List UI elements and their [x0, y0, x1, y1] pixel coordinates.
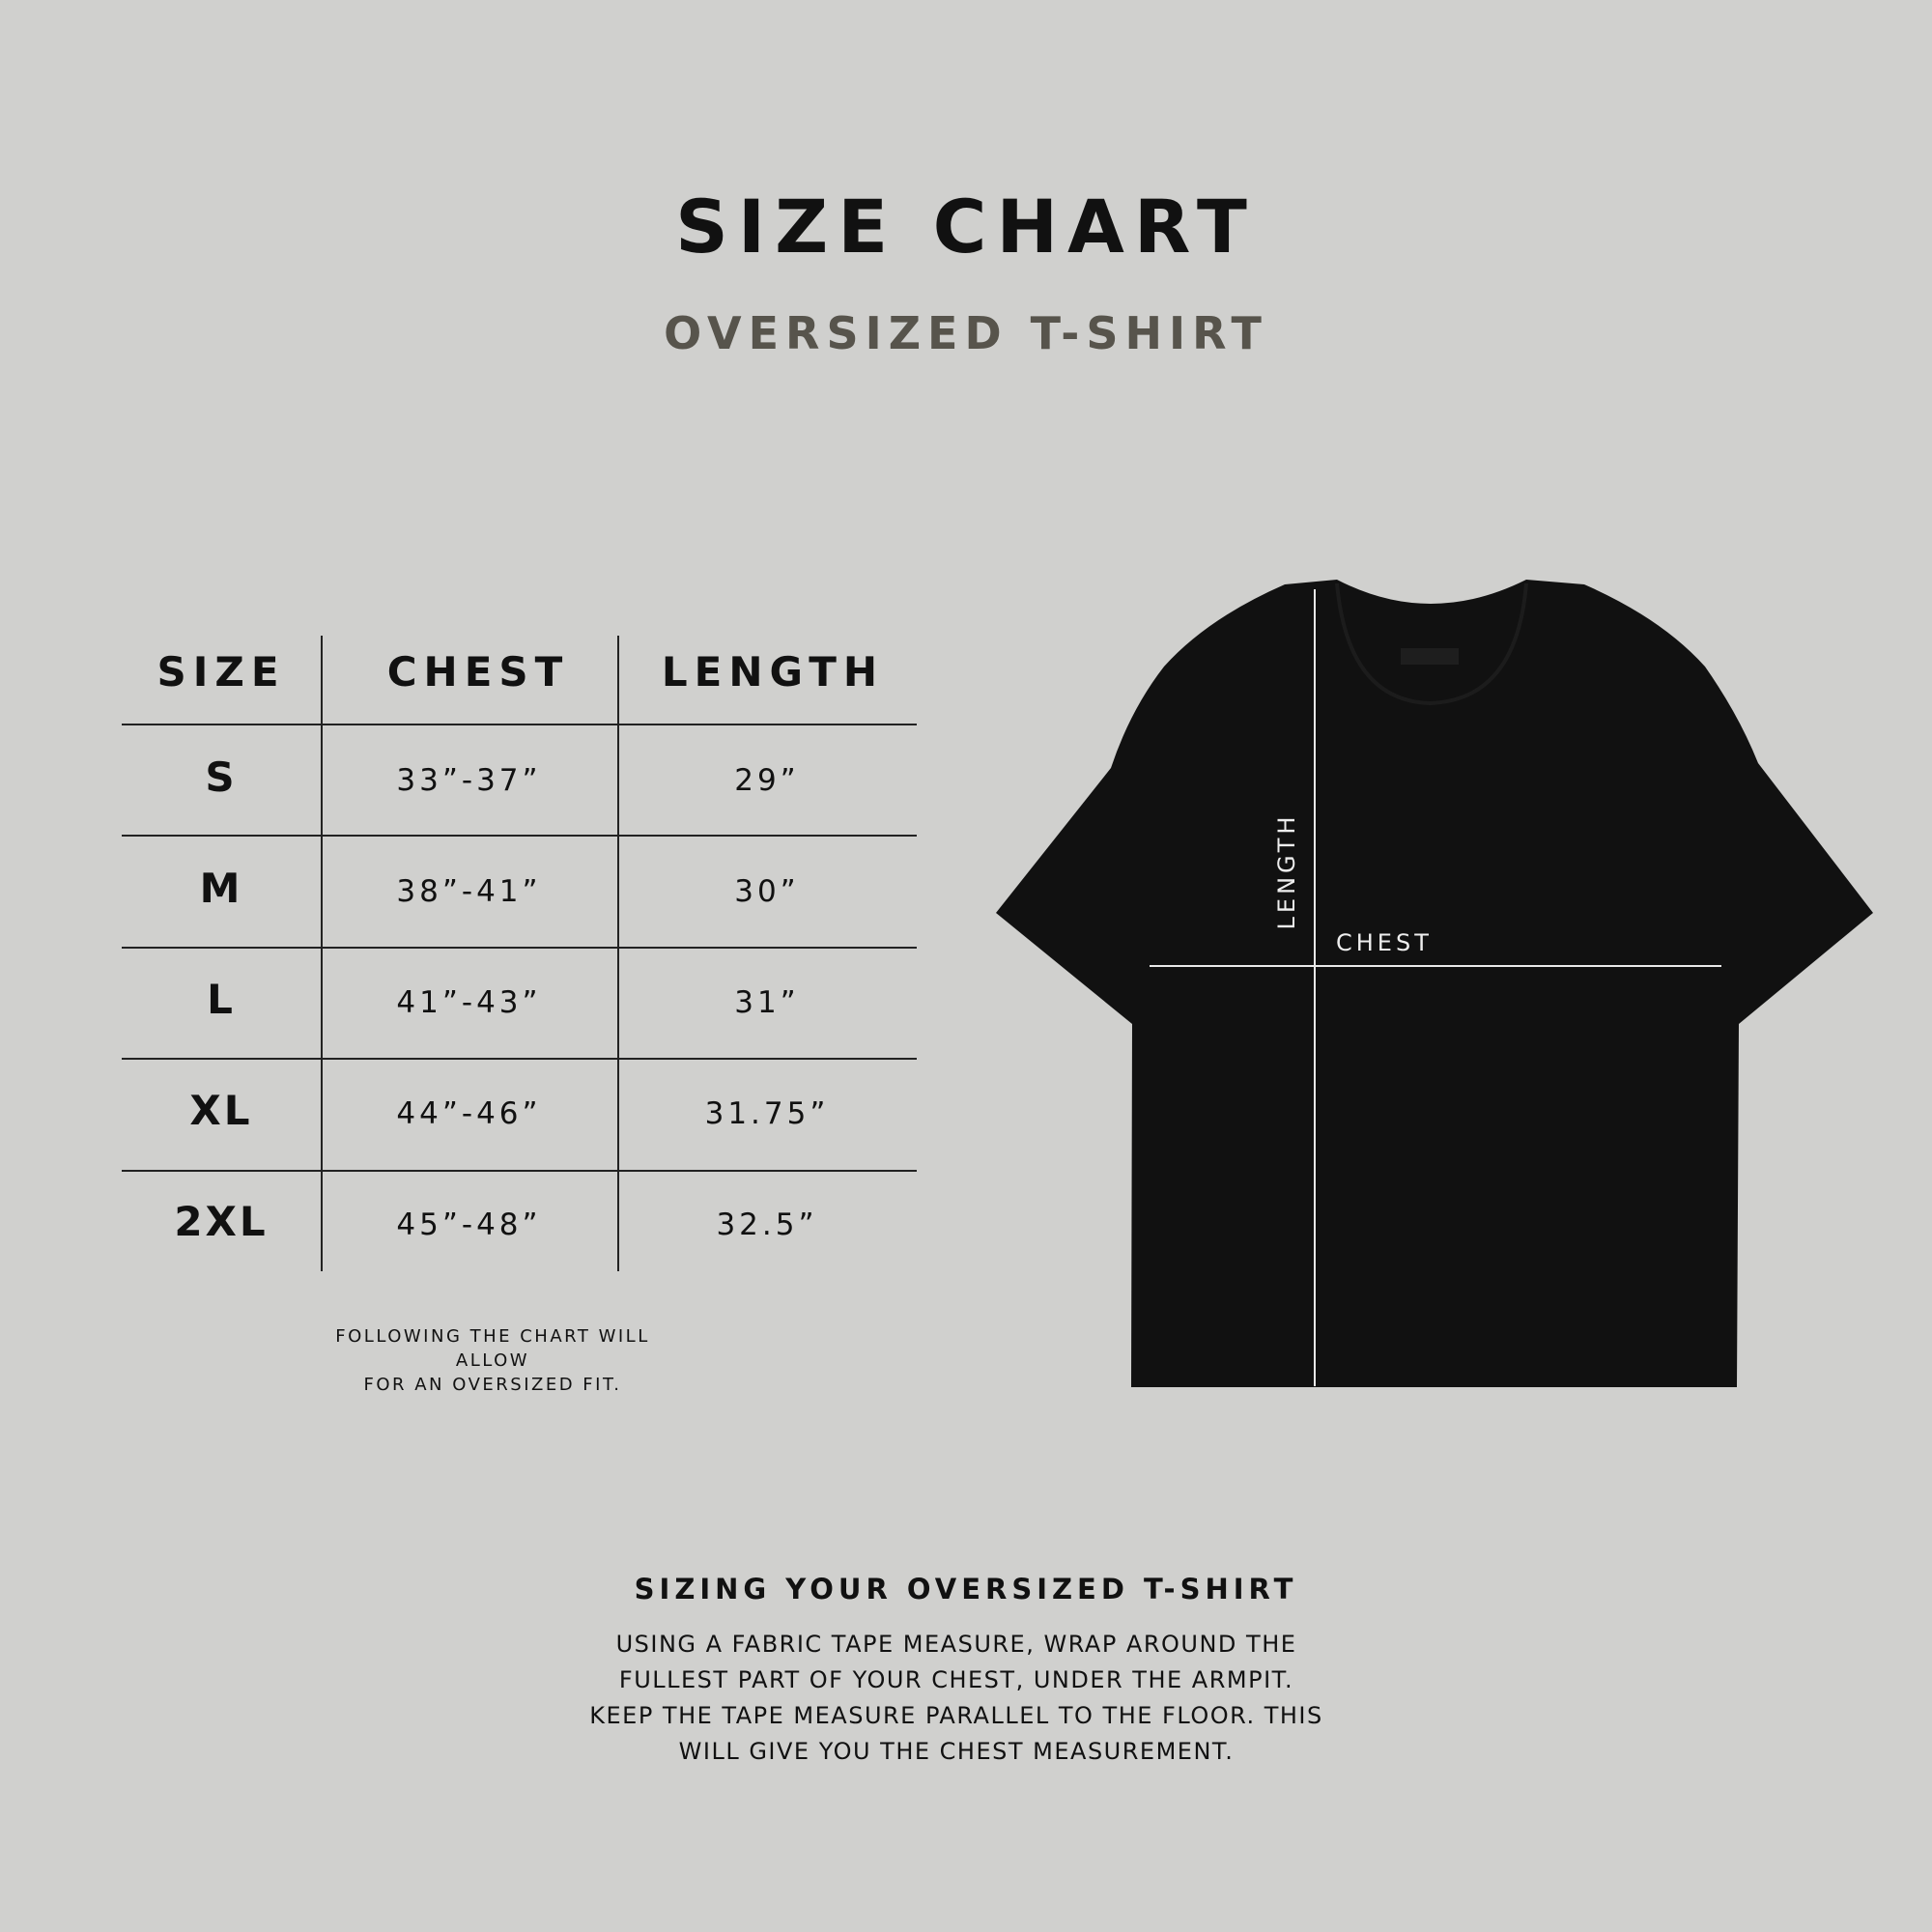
table-cell-chest: 41”-43”	[396, 985, 542, 1020]
column-header-size: SIZE	[156, 648, 286, 696]
table-cell-chest: 45”-48”	[396, 1208, 542, 1242]
column-header-chest: CHEST	[386, 648, 570, 696]
guide-line: WILL GIVE YOU THE CHEST MEASUREMENT.	[678, 1738, 1235, 1765]
fit-note-line: FOLLOWING THE CHART WILL ALLOW	[335, 1326, 650, 1371]
collar	[1335, 582, 1528, 706]
table-cell-size: M	[199, 865, 243, 912]
guide-text: USING A FABRIC TAPE MEASURE, WRAP AROUND…	[483, 1627, 1430, 1770]
column-header-length: LENGTH	[661, 648, 885, 696]
neck-label	[1401, 648, 1459, 665]
table-divider	[122, 724, 917, 725]
guide-line: USING A FABRIC TAPE MEASURE, WRAP AROUND…	[615, 1631, 1297, 1658]
table-cell-length: 29”	[734, 763, 800, 798]
table-cell-chest: 38”-41”	[396, 874, 542, 909]
table-cell-length: 32.5”	[716, 1208, 818, 1242]
table-divider	[122, 835, 917, 837]
table-cell-size: S	[205, 753, 238, 801]
chest-label: CHEST	[1336, 929, 1433, 956]
guide-line: FULLEST PART OF YOUR CHEST, UNDER THE AR…	[618, 1666, 1294, 1693]
fit-note-line: FOR AN OVERSIZED FIT.	[363, 1375, 622, 1395]
length-label: LENGTH	[1273, 813, 1300, 930]
table-cell-length: 30”	[734, 874, 800, 909]
table-cell-chest: 33”-37”	[396, 763, 542, 798]
table-cell-length: 31.75”	[704, 1096, 830, 1131]
guide-line: KEEP THE TAPE MEASURE PARALLEL TO THE FL…	[589, 1702, 1323, 1729]
table-divider	[122, 1170, 917, 1172]
table-divider	[321, 636, 323, 1271]
table-divider	[122, 947, 917, 949]
table-cell-size: XL	[189, 1087, 253, 1134]
table-cell-size: 2XL	[174, 1198, 269, 1245]
table-cell-length: 31”	[734, 985, 800, 1020]
page-title: SIZE CHART	[675, 184, 1257, 270]
table-divider	[122, 1058, 917, 1060]
tshirt-illustration	[996, 580, 1873, 1387]
table-cell-size: L	[207, 976, 236, 1023]
table-divider	[617, 636, 619, 1271]
page-subtitle: OVERSIZED T-SHIRT	[664, 307, 1268, 359]
fit-note: FOLLOWING THE CHART WILL ALLOW FOR AN OV…	[299, 1324, 686, 1397]
table-cell-chest: 44”-46”	[396, 1096, 542, 1131]
guide-heading: SIZING YOUR OVERSIZED T-SHIRT	[634, 1573, 1298, 1605]
